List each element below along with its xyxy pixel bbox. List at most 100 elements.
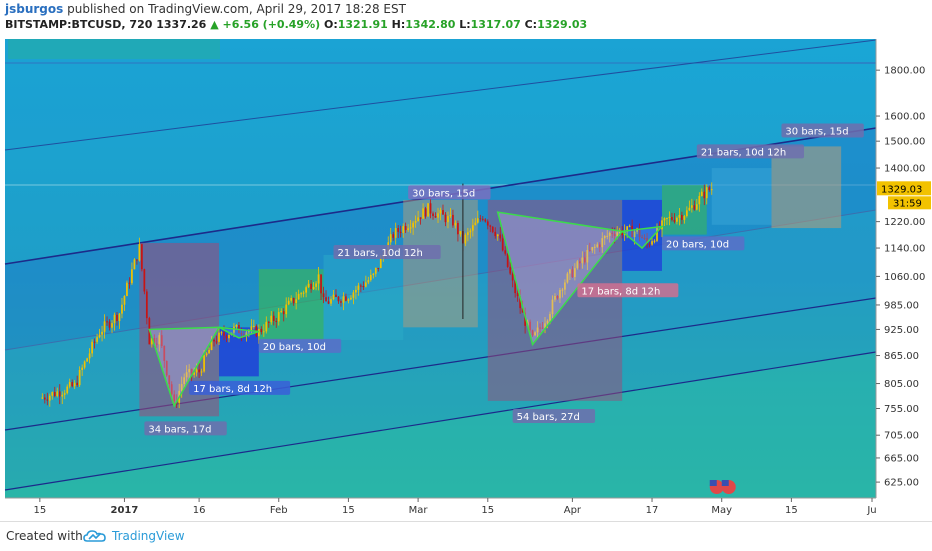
price-tick-label: 925.00 — [884, 325, 919, 336]
candle-down — [442, 210, 444, 215]
candle-up — [315, 283, 317, 287]
candle-down — [53, 392, 56, 397]
open-value: 1321.91 — [337, 18, 388, 31]
tradingview-brand[interactable]: TradingView — [112, 529, 185, 543]
candle-up — [437, 213, 439, 218]
candle-up — [295, 299, 298, 304]
time-tick-label: 15 — [481, 505, 494, 516]
candle-down — [494, 231, 497, 237]
candle-up — [559, 290, 561, 299]
candle-down — [583, 257, 586, 263]
candle-down — [198, 369, 200, 373]
candle-up — [374, 267, 377, 274]
countdown-label: 31:59 — [893, 198, 922, 209]
candle-down — [141, 244, 143, 270]
candle-down — [43, 397, 46, 400]
price-tick-label: 985.00 — [884, 300, 919, 311]
annotation-bg — [189, 380, 291, 395]
candle-down — [457, 222, 459, 235]
annotation-label: 54 bars, 27d — [517, 412, 580, 423]
candle-down — [93, 341, 96, 343]
candle-up — [663, 218, 666, 221]
annotation-label: 21 bars, 10d 12h — [701, 147, 786, 158]
candle-up — [536, 327, 539, 333]
candle-down — [175, 401, 178, 403]
price-tick-label: 625.00 — [884, 478, 919, 489]
candle-up — [262, 331, 265, 333]
price-tick-label: 1140.00 — [884, 244, 925, 255]
candle-down — [136, 259, 138, 261]
price-tick-label: 1220.00 — [884, 217, 925, 228]
annotation-label: 30 bars, 15d — [785, 126, 848, 137]
candle-down — [541, 327, 544, 329]
candle-up — [138, 244, 141, 261]
price-axis: 1800.00 1600.00 1500.00 1400.00 1220.00 1140.… — [875, 39, 932, 498]
candle-down — [578, 261, 581, 264]
candle-up — [51, 392, 54, 396]
candlestick-series — [41, 182, 713, 409]
candle-up — [178, 390, 181, 403]
candle-up — [63, 393, 66, 395]
candle-up — [121, 304, 123, 314]
candle-down — [444, 214, 447, 223]
candle-up — [56, 391, 59, 397]
candle-down — [238, 324, 240, 334]
candle-up — [633, 231, 636, 238]
candle-up — [593, 246, 596, 248]
channel-fill-lower — [5, 298, 876, 490]
candle-down — [190, 369, 193, 375]
candle-down — [340, 301, 342, 303]
candle-down — [432, 213, 434, 217]
candle-up — [265, 321, 268, 332]
candle-up — [449, 214, 452, 217]
channel-line-lower — [4, 297, 877, 431]
chart-header: jsburgos published on TradingView.com, A… — [0, 0, 932, 38]
candle-up — [616, 232, 619, 237]
candle-up — [150, 338, 153, 345]
annotation-label: 17 bars, 8d 12h — [581, 286, 660, 297]
candle-up — [131, 269, 133, 284]
candle-down — [641, 237, 643, 239]
plot-background — [5, 39, 876, 498]
time-axis: 15 2017 16 Feb 15 Mar 15 Apr 17 May 15 Ju — [0, 480, 877, 520]
annotation-label: 17 bars, 8d 12h — [193, 384, 272, 395]
candle-up — [379, 257, 382, 269]
candle-up — [287, 300, 290, 305]
candle-up — [290, 297, 293, 301]
candle-down — [399, 231, 402, 233]
candle-up — [603, 236, 606, 239]
top-left-shade — [8, 39, 220, 59]
candle-up — [183, 377, 186, 385]
candle-down — [501, 238, 504, 251]
candle-down — [621, 229, 624, 236]
candle-up — [280, 311, 283, 313]
candle-down — [404, 226, 407, 231]
symbol-line: BITSTAMP:BTCUSD, 720 1337.26 ▲ +6.56 (+0… — [5, 18, 587, 31]
candle-up — [220, 332, 223, 334]
candle-up — [569, 269, 571, 274]
candle-up — [476, 218, 479, 223]
candle-up — [208, 350, 210, 354]
candle-up — [123, 296, 126, 305]
time-axis-bg — [0, 498, 876, 520]
price-tick-label: 1500.00 — [884, 137, 925, 148]
candle-up — [352, 292, 355, 298]
candle-up — [626, 226, 629, 232]
annotation-bg — [696, 144, 805, 159]
candle-down — [335, 294, 337, 297]
candle-up — [195, 369, 198, 373]
channel-line-bottom — [4, 351, 877, 491]
annotation-bg — [408, 185, 491, 200]
candle-up — [133, 259, 136, 270]
candle-up — [66, 386, 69, 394]
author-username[interactable]: jsburgos — [5, 2, 64, 16]
time-tick-label: 17 — [646, 505, 659, 516]
candle-up — [300, 293, 303, 295]
candle-down — [434, 216, 437, 218]
us-flag-icon — [721, 480, 736, 494]
candle-up — [628, 225, 631, 227]
symbol-name[interactable]: BITSTAMP:BTCUSD, 720 — [5, 18, 153, 31]
candle-down — [462, 231, 464, 244]
candle-up — [98, 334, 101, 338]
